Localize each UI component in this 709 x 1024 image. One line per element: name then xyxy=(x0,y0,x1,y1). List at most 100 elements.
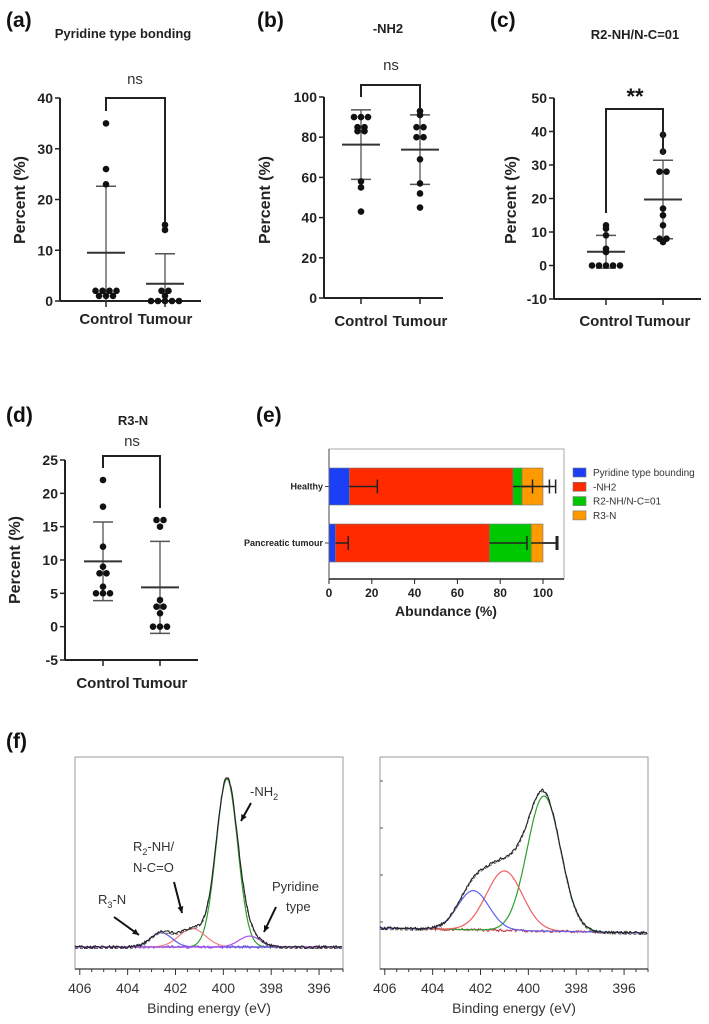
arrowhead-icon xyxy=(263,925,270,932)
y-tick-label: 20 xyxy=(531,191,547,207)
y-axis-label: Percent (%) xyxy=(257,156,274,244)
data-point xyxy=(659,205,667,212)
panel-label-f: (f) xyxy=(6,730,27,753)
x-tick-label: 402 xyxy=(469,980,493,996)
x-tick-label: Control xyxy=(76,675,129,692)
title-d: R3-N xyxy=(118,413,148,428)
component-peak-line xyxy=(380,890,647,934)
x-tick-label: Control xyxy=(334,313,387,330)
measured-spectrum-line xyxy=(74,777,343,950)
significance-bracket xyxy=(605,108,664,213)
y-tick-label: 30 xyxy=(531,157,547,173)
scatter-panel-a: 0 10 20 30 40 Percent (%) Control Tumour ns xyxy=(12,71,201,328)
y-tick-label: 10 xyxy=(37,242,53,258)
data-point xyxy=(416,190,424,197)
x-tick-label: 398 xyxy=(260,980,284,996)
x-tick-label: Tumour xyxy=(636,313,691,330)
data-point xyxy=(160,603,167,610)
arrowhead-icon xyxy=(177,906,184,913)
data-point xyxy=(147,297,155,305)
y-axis-label: Percent (%) xyxy=(503,156,520,244)
category-label: Pancreatic tumour xyxy=(244,538,324,548)
bar-segment xyxy=(335,523,490,563)
significance-label: ns xyxy=(383,57,399,74)
legend-swatch xyxy=(572,481,587,492)
data-point xyxy=(420,133,427,141)
y-tick-label: 25 xyxy=(42,452,58,468)
data-point xyxy=(165,287,172,295)
data-point xyxy=(595,262,603,269)
legend-swatch xyxy=(572,496,587,506)
measured-spectrum-line xyxy=(379,788,648,936)
x-tick-label: 406 xyxy=(68,980,92,996)
panel-label-e: (e) xyxy=(256,404,282,427)
significance-label: ns xyxy=(127,71,143,88)
x-tick-label: Control xyxy=(79,311,132,328)
significance-label: ** xyxy=(626,84,644,109)
title-a: Pyridine type bonding xyxy=(55,26,192,41)
significance-bracket xyxy=(105,97,166,222)
data-point xyxy=(103,570,110,577)
data-point xyxy=(92,287,99,295)
y-tick-label: 20 xyxy=(301,250,317,266)
x-tick-label: 406 xyxy=(373,980,397,996)
data-point xyxy=(588,262,596,269)
y-tick-label: -5 xyxy=(46,652,59,668)
data-point xyxy=(160,516,167,524)
y-tick-label: 50 xyxy=(531,90,547,106)
x-tick-label: 0 xyxy=(326,586,333,600)
component-peak-line xyxy=(75,927,342,948)
x-tick-label: Control xyxy=(579,313,632,330)
data-point xyxy=(154,297,162,305)
x-tick-label: 20 xyxy=(365,586,379,600)
x-tick-label: 404 xyxy=(421,980,445,996)
data-point xyxy=(616,262,624,269)
y-axis-label: Percent (%) xyxy=(12,156,29,244)
data-point xyxy=(416,156,424,163)
data-point xyxy=(156,610,164,617)
bar-segment xyxy=(328,523,336,563)
y-tick-label: 30 xyxy=(37,141,53,157)
data-point xyxy=(99,503,107,510)
data-point xyxy=(95,292,103,300)
x-tick-label: 100 xyxy=(533,586,553,600)
y-tick-label: 80 xyxy=(301,129,317,145)
legend-swatch xyxy=(572,467,587,478)
title-b: -NH2 xyxy=(373,21,403,36)
annotation-nco: N-C=O xyxy=(133,860,174,875)
plot-frame xyxy=(74,756,344,970)
x-tick-label: 396 xyxy=(612,980,636,996)
data-point xyxy=(99,287,106,295)
x-tick-label: 400 xyxy=(212,980,236,996)
data-point xyxy=(168,297,176,305)
significance-bracket xyxy=(102,455,161,508)
data-point xyxy=(161,297,169,305)
data-point xyxy=(153,516,160,524)
x-tick-label: 404 xyxy=(116,980,140,996)
data-point xyxy=(602,225,610,232)
significance-label: ns xyxy=(124,433,140,450)
x-tick-label: 402 xyxy=(164,980,188,996)
x-tick-label: Tumour xyxy=(133,675,188,692)
x-axis-label: Binding energy (eV) xyxy=(452,1000,576,1016)
data-point xyxy=(99,476,107,484)
data-point xyxy=(163,623,171,630)
y-tick-label: 0 xyxy=(50,619,58,635)
y-tick-label: 100 xyxy=(294,89,318,105)
x-tick-label: 60 xyxy=(451,586,465,600)
data-point xyxy=(102,292,110,300)
annotation-r3n: R3-N xyxy=(98,892,126,910)
annotation-nh2: -NH2 xyxy=(250,784,278,802)
title-c: R2-NH/N-C=01 xyxy=(591,27,680,42)
y-tick-label: 0 xyxy=(309,290,317,306)
data-point xyxy=(416,180,424,187)
x-axis-label: Binding energy (eV) xyxy=(147,1000,271,1016)
data-point xyxy=(99,583,107,590)
data-point xyxy=(364,113,372,121)
annotation-pyridine: Pyridine xyxy=(272,879,319,894)
data-point xyxy=(109,292,117,300)
data-point xyxy=(602,248,610,256)
y-tick-label: 5 xyxy=(50,585,58,601)
data-point xyxy=(609,262,617,269)
legend-label: -NH2 xyxy=(593,482,617,493)
